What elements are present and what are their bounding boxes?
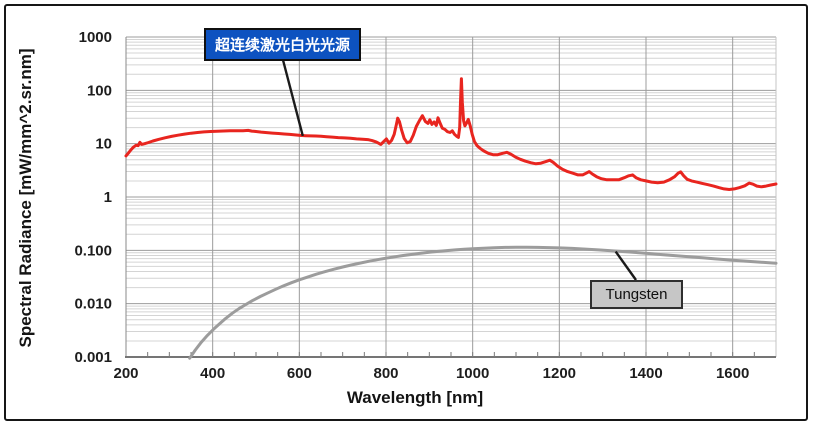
- x-axis-title: Wavelength [nm]: [346, 388, 484, 407]
- x-tick-label: 1200: [543, 365, 576, 382]
- y-tick-label: 0.100: [74, 242, 112, 259]
- y-tick-label: 1000: [79, 29, 112, 46]
- supercontinuum-callout-label: 超连续激光白光光源: [214, 37, 350, 54]
- supercontinuum-callout: 超连续激光白光光源: [204, 28, 361, 61]
- callout-leader-line: [281, 59, 304, 137]
- x-tick-label: 600: [287, 365, 312, 382]
- y-tick-label: 0.001: [74, 349, 112, 366]
- supercontinuum-curve: [124, 77, 778, 191]
- tungsten-callout: Tungsten: [590, 280, 683, 309]
- y-tick-label: 0.010: [74, 296, 112, 313]
- x-tick-label: 1000: [456, 365, 489, 382]
- x-tick-label: 800: [373, 365, 398, 382]
- y-axis-title: Spectral Radiance [mW/mm^2.sr.nm]: [16, 48, 35, 348]
- tungsten-callout-label: Tungsten: [605, 286, 668, 303]
- tungsten-curve: [188, 245, 778, 360]
- x-tick-label: 1400: [629, 365, 662, 382]
- x-tick-label: 400: [200, 365, 225, 382]
- x-tick-label: 1600: [716, 365, 749, 382]
- y-tick-label: 100: [87, 82, 112, 99]
- x-tick-label: 200: [113, 365, 138, 382]
- chart-border: [4, 4, 808, 421]
- callout-leader-line: [614, 250, 637, 281]
- y-tick-label: 1: [104, 189, 112, 206]
- y-tick-label: 10: [95, 136, 112, 153]
